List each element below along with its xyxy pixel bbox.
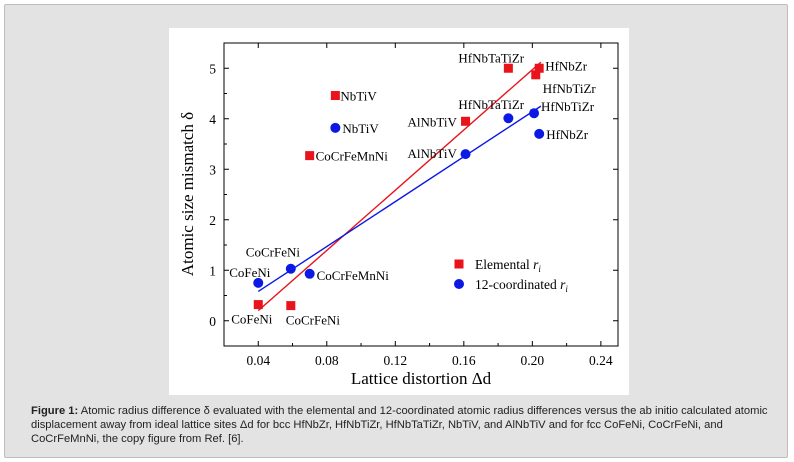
- label-circle-nbtiv: NbTiV: [342, 121, 379, 136]
- y-tick-label: 3: [209, 162, 216, 177]
- point-elemental-cofeni: [253, 300, 263, 310]
- label-circle-hfnbzr: HfNbZr: [546, 127, 589, 142]
- x-tick-label: 0.16: [452, 353, 476, 368]
- label-circle-cocrfemnni: CoCrFeMnNi: [317, 268, 390, 283]
- y-tick-label: 0: [209, 314, 216, 329]
- label-square-alnbtiv: AlNbTiV: [408, 114, 458, 129]
- label-circle-cocrfeni: CoCrFeNi: [246, 245, 301, 260]
- point-elemental-cocrfeni: [286, 301, 296, 311]
- label-square-cofeni: CoFeNi: [231, 312, 273, 327]
- axis-ticks: 0.04 0.08 0.12 0.16 0.20 0.24 0 1 2 3 4 5: [209, 43, 618, 368]
- y-tick-label: 5: [209, 61, 216, 76]
- point-12coord-alnbtiv: [460, 149, 471, 160]
- label-circle-hfnbtatizr: HfNbTaTiZr: [458, 97, 524, 112]
- point-12coord-cocrfeni: [285, 263, 296, 274]
- y-tick-label: 2: [209, 213, 216, 228]
- point-elemental-nbtiv: [330, 91, 340, 101]
- point-12coord-cocrfemnni: [304, 268, 315, 279]
- legend-label-elemental: Elemental ri: [475, 257, 541, 274]
- label-circle-alnbtiv: AlNbTiV: [408, 146, 458, 161]
- label-square-hfnbzr: HfNbZr: [545, 58, 588, 73]
- point-12coord-hfnbzr: [534, 128, 545, 139]
- label-square-hfnbtatizr: HfNbTaTiZr: [458, 50, 524, 65]
- point-elemental-hfnbzr: [534, 63, 544, 73]
- y-axis-label: Atomic size mismatch δ: [178, 112, 197, 276]
- point-12coord-hfnbtizr: [529, 108, 540, 119]
- data-points: [253, 63, 545, 311]
- legend-marker-elemental: [454, 259, 464, 269]
- fit-line-circle: [257, 105, 542, 293]
- fit-line-square: [257, 61, 542, 312]
- legend-label-12coord: 12-coordinated ri: [475, 277, 568, 294]
- x-axis-label: Lattice distortion Δd: [351, 369, 492, 388]
- caption-label: Figure 1:: [31, 405, 79, 417]
- y-tick-label: 4: [209, 112, 216, 127]
- x-tick-label: 0.12: [383, 353, 407, 368]
- figure-image: 0.04 0.08 0.12 0.16 0.20 0.24 0 1 2 3 4 5 CoFeNi CoC…: [169, 28, 629, 395]
- x-tick-label: 0.20: [521, 353, 545, 368]
- scatter-chart: 0.04 0.08 0.12 0.16 0.20 0.24 0 1 2 3 4 5 CoFeNi CoC…: [178, 42, 619, 388]
- label-square-cocrfemnni: CoCrFeMnNi: [316, 149, 389, 164]
- figure-panel: 0.04 0.08 0.12 0.16 0.20 0.24 0 1 2 3 4 5 CoFeNi CoC…: [4, 4, 788, 458]
- x-tick-label: 0.04: [246, 353, 270, 368]
- legend: Elemental ri 12-coordinated ri: [454, 257, 568, 294]
- point-12coord-cofeni: [253, 277, 264, 288]
- figure-caption: Figure 1: Atomic radius difference δ eva…: [31, 404, 779, 446]
- legend-marker-12coord: [454, 279, 464, 289]
- caption-text: Atomic radius difference δ evaluated wit…: [31, 405, 768, 445]
- label-square-nbtiv: NbTiV: [340, 89, 377, 104]
- y-tick-label: 1: [209, 263, 216, 278]
- x-tick-label: 0.24: [589, 353, 613, 368]
- label-square-cocrfeni: CoCrFeNi: [286, 313, 341, 328]
- point-elemental-cocrfemnni: [305, 151, 315, 161]
- point-elemental-hfnbtatizr: [503, 63, 513, 73]
- point-12coord-nbtiv: [330, 122, 341, 133]
- point-12coord-hfnbtatizr: [503, 113, 514, 124]
- x-tick-label: 0.08: [315, 353, 339, 368]
- label-circle-cofeni: CoFeNi: [229, 265, 271, 280]
- point-elemental-alnbtiv: [461, 116, 471, 126]
- fit-lines: [257, 61, 542, 312]
- label-circle-hfnbtizr: HfNbTiZr: [541, 99, 595, 114]
- point-elemental-hfnbtizr: [531, 70, 541, 80]
- point-labels: CoFeNi CoCrFeNiCoCrFeMnNiNbTiVAlNbTiVHfNb…: [229, 50, 596, 327]
- label-square-hfnbtizr: HfNbTiZr: [543, 81, 597, 96]
